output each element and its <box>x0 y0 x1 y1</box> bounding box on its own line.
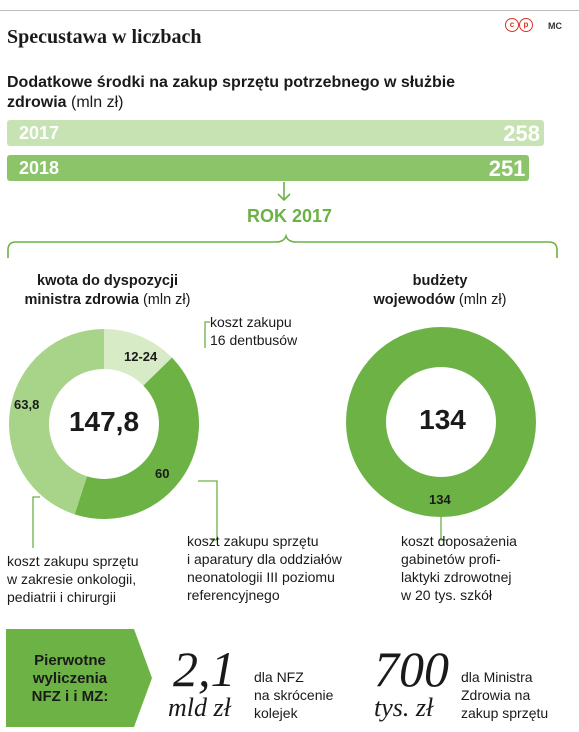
bar-2017-year: 2017 <box>19 123 60 143</box>
bar-2018-year: 2018 <box>19 158 60 178</box>
left-chart-title: kwota do dyspozycji ministra zdrowia (ml… <box>0 272 215 310</box>
left-donut-total: 147,8 <box>68 406 140 437</box>
mz-desc-l3: zakup sprzętu <box>461 705 549 721</box>
nfz-desc-l1: dla NFZ <box>254 669 304 685</box>
desc-neo-l2: i aparatury dla oddziałów <box>187 551 342 567</box>
desc-szkoly-l4: w 20 tys. szkół <box>401 587 493 603</box>
desc-onko-l2: w zakresie onkologii, <box>7 571 137 587</box>
author-initials: MC <box>548 21 562 31</box>
desc-neo-l1: koszt zakupu sprzętu <box>187 533 319 549</box>
desc-dentbus: koszt zakupu 16 dentbusów <box>210 313 297 349</box>
mz-desc-l2: Zdrowia na <box>461 687 531 703</box>
press-icon: p <box>519 18 533 32</box>
desc-onko-l1: koszt zakupu sprzętu <box>7 553 139 569</box>
slice-label-wojewodowie: 134 <box>429 492 451 507</box>
nfz-desc: dla NFZ na skrócenie kolejek <box>254 668 333 722</box>
year-label: ROK 2017 <box>246 206 333 226</box>
desc-szkoly-l2: gabinetów profi- <box>401 551 501 567</box>
left-donut <box>9 329 199 519</box>
bar-2017: 2017 258 <box>7 120 544 146</box>
slice-label-dentbus: 12-24 <box>124 349 158 364</box>
top-rule <box>0 10 579 11</box>
bar-2018-value: 251 <box>488 156 526 181</box>
copyright-icon: c <box>505 18 519 32</box>
slice-label-onko: 63,8 <box>14 397 40 412</box>
mz-unit: tys. zł <box>374 693 434 722</box>
year-brace <box>7 182 558 258</box>
desc-onkologia: koszt zakupu sprzętu w zakresie onkologi… <box>7 552 139 606</box>
desc-onko-l3: pediatrii i chirurgii <box>7 589 116 605</box>
nfz-unit: mld zł <box>168 693 231 722</box>
desc-szkoly-l1: koszt doposażenia <box>401 533 517 549</box>
left-chart-title-l2: ministra zdrowia <box>24 292 139 308</box>
mz-desc: dla Ministra Zdrowia na zakup sprzętu <box>461 668 548 722</box>
bar-2017-value: 258 <box>503 121 540 146</box>
mz-value: 700 <box>374 641 449 697</box>
box-arrow <box>134 629 152 727</box>
desc-szkoly: koszt doposażenia gabinetów profi- lakty… <box>401 532 517 604</box>
mz-desc-l1: dla Ministra <box>461 669 533 685</box>
desc-dentbus-l2: 16 dentbusów <box>210 332 298 348</box>
initial-estimates-label: Pierwotne wyliczenia NFZ i i MZ: <box>6 652 134 706</box>
desc-neo-l3: neonatologii III poziomu <box>187 569 335 585</box>
bars-subtitle-unit: (mln zł) <box>71 94 124 111</box>
nfz-desc-l3: kolejek <box>254 705 298 721</box>
right-donut-total: 134 <box>419 404 466 435</box>
box-line-1: Pierwotne <box>34 652 106 669</box>
box-line-2: wyliczenia <box>32 670 108 687</box>
left-donut-slice-2 <box>9 329 104 515</box>
desc-neo-l4: referencyjnego <box>187 587 280 603</box>
slice-label-neo: 60 <box>155 466 170 481</box>
right-donut <box>346 327 536 517</box>
right-chart-unit: (mln zł) <box>458 292 507 308</box>
initial-estimates-box: Pierwotne wyliczenia NFZ i i MZ: <box>6 629 134 727</box>
box-line-3: NFZ i i MZ: <box>31 688 109 705</box>
bar-2018: 2018 251 <box>7 155 530 181</box>
left-chart-title-l1: kwota do dyspozycji <box>37 273 178 289</box>
left-donut-slice-1 <box>74 357 199 519</box>
left-donut-slice-0 <box>104 329 172 386</box>
desc-dentbus-l1: koszt zakupu <box>210 314 292 330</box>
nfz-value: 2,1 <box>173 641 236 697</box>
desc-szkoly-l3: laktyki zdrowotnej <box>401 569 512 585</box>
right-donut-slice-0 <box>346 327 536 517</box>
bars-subtitle: Dodatkowe środki na zakup sprzętu potrze… <box>7 73 487 113</box>
page-title: Specustawa w liczbach <box>7 26 202 48</box>
right-chart-title: budżety wojewodów (mln zł) <box>330 272 550 310</box>
nfz-desc-l2: na skrócenie <box>254 687 334 703</box>
right-chart-title-l1: budżety <box>412 273 468 289</box>
leader-lines <box>32 321 448 548</box>
right-chart-title-l2: wojewodów <box>373 292 455 308</box>
bars-subtitle-text: Dodatkowe środki na zakup sprzętu potrze… <box>7 74 456 111</box>
desc-neonatologia: koszt zakupu sprzętu i aparatury dla odd… <box>187 532 342 604</box>
left-chart-unit: (mln zł) <box>142 292 191 308</box>
